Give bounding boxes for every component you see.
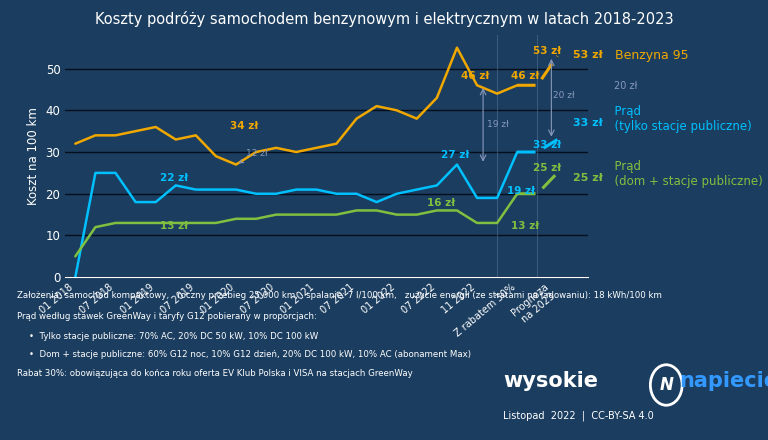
Text: 53 zł: 53 zł bbox=[533, 46, 561, 56]
Text: 22 zł: 22 zł bbox=[160, 173, 188, 183]
Text: 33 zł: 33 zł bbox=[573, 118, 603, 128]
Text: Listopad  2022  |  CC-BY-SA 4.0: Listopad 2022 | CC-BY-SA 4.0 bbox=[503, 411, 654, 421]
Text: Prąd
  (dom + stacje publiczne): Prąd (dom + stacje publiczne) bbox=[607, 160, 763, 188]
Text: Koszty podróży samochodem benzynowym i elektrycznym w latach 2018-2023: Koszty podróży samochodem benzynowym i e… bbox=[94, 11, 674, 27]
Text: 19 zł: 19 zł bbox=[507, 186, 535, 196]
Text: 46 zł: 46 zł bbox=[461, 71, 489, 81]
Text: Prąd
  (tylko stacje publiczne): Prąd (tylko stacje publiczne) bbox=[607, 105, 751, 133]
Text: 33 zł: 33 zł bbox=[533, 140, 561, 150]
Text: 13 zł: 13 zł bbox=[160, 221, 188, 231]
Text: 27 zł: 27 zł bbox=[441, 150, 469, 160]
Text: 12 zł: 12 zł bbox=[240, 149, 268, 163]
Text: 20 zł: 20 zł bbox=[554, 91, 575, 100]
Text: 19 zł: 19 zł bbox=[487, 120, 509, 129]
Text: 53 zł: 53 zł bbox=[573, 50, 603, 60]
Text: 13 zł: 13 zł bbox=[511, 221, 539, 231]
Text: 16 zł: 16 zł bbox=[427, 198, 455, 208]
Text: Założenia: samochód kompaktowy,   roczny przebieg 25 000 km,   spalanie: 7 l/100: Założenia: samochód kompaktowy, roczny p… bbox=[17, 290, 662, 300]
Text: Benzyna 95: Benzyna 95 bbox=[607, 48, 688, 62]
Text: 20 zł: 20 zł bbox=[614, 81, 637, 91]
Text: 34 zł: 34 zł bbox=[230, 121, 258, 131]
Text: 25 zł: 25 zł bbox=[573, 173, 603, 183]
Text: •  Tylko stacje publiczne: 70% AC, 20% DC 50 kW, 10% DC 100 kW: • Tylko stacje publiczne: 70% AC, 20% DC… bbox=[29, 332, 319, 341]
Text: Rabat 30%: obowiązująca do końca roku oferta EV Klub Polska i VISA na stacjach G: Rabat 30%: obowiązująca do końca roku of… bbox=[17, 369, 412, 378]
Text: Prąd według stawek GreenWay i taryfy G12 pobierany w proporcjach:: Prąd według stawek GreenWay i taryfy G12… bbox=[17, 312, 316, 321]
Text: 46 zł: 46 zł bbox=[511, 71, 539, 81]
Text: •  Dom + stacje publiczne: 60% G12 noc, 10% G12 dzień, 20% DC 100 kW, 10% AC (ab: • Dom + stacje publiczne: 60% G12 noc, 1… bbox=[29, 350, 472, 359]
Text: 25 zł: 25 zł bbox=[533, 163, 561, 173]
Text: wysokie: wysokie bbox=[503, 370, 598, 391]
Y-axis label: Koszt na 100 km: Koszt na 100 km bbox=[27, 107, 40, 205]
Text: napiecie.pl: napiecie.pl bbox=[680, 370, 768, 391]
Text: N: N bbox=[659, 376, 674, 394]
